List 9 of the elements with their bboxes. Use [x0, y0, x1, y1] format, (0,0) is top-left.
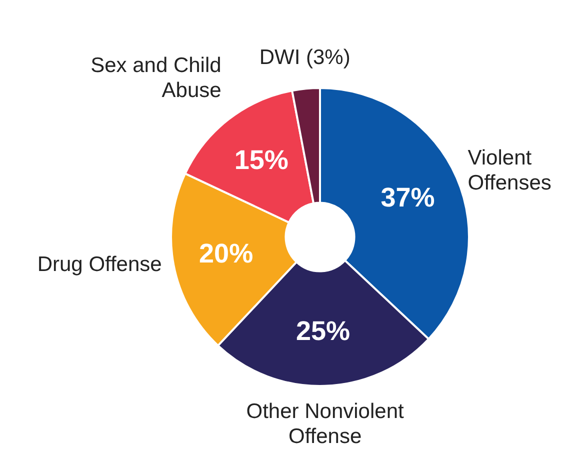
- slice-label: DWI (3%): [259, 46, 350, 70]
- data-label: 15%: [234, 144, 288, 175]
- slice-label: Sex and Child Abuse: [90, 54, 222, 102]
- data-label: 25%: [296, 316, 350, 346]
- slice-label: Violent Offenses: [468, 146, 552, 194]
- slice-label: Drug Offense: [37, 252, 162, 276]
- data-label: 37%: [380, 182, 435, 212]
- data-label: 20%: [199, 238, 254, 268]
- slice-label: Other Nonviolent Offense: [246, 400, 404, 448]
